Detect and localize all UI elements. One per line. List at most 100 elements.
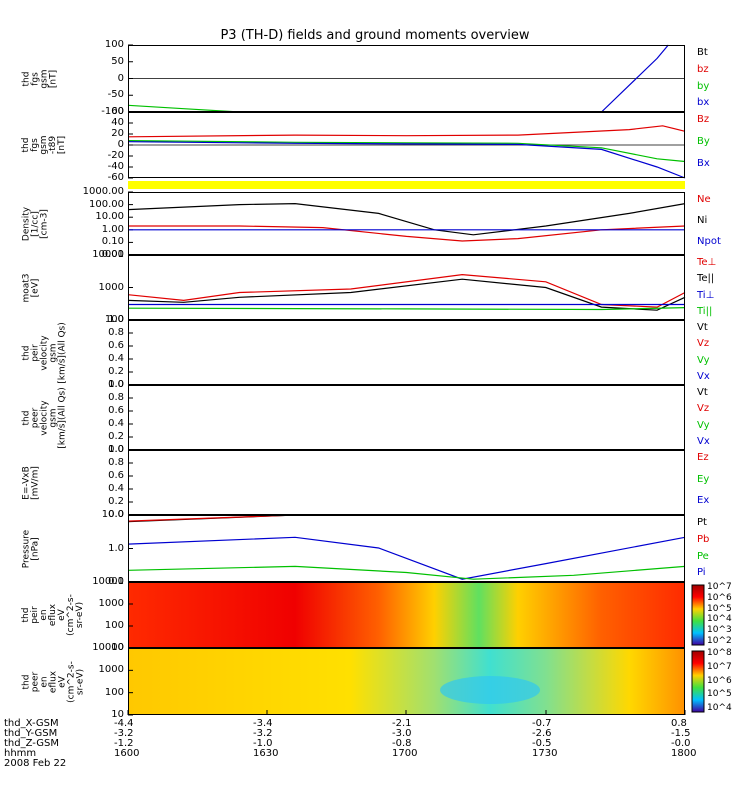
xaxis-value: -3.0 <box>392 728 412 739</box>
p9-spectrogram <box>128 582 685 648</box>
series-p8-Pe <box>127 565 686 580</box>
p10-ytick: 10 <box>111 709 124 720</box>
series-p1-bx <box>601 44 669 113</box>
p7-legend-1: Ey <box>697 473 710 485</box>
p10-colorbar <box>691 650 705 713</box>
p4-panel <box>128 255 685 320</box>
xaxis-value: -1.2 <box>114 738 134 749</box>
p4-ytick: 1000 <box>98 281 124 293</box>
p6-ytick: 0.2 <box>108 431 124 442</box>
p9-colorbar-label: 10^3 <box>707 625 732 636</box>
p8-legend-2: Pe <box>697 550 709 562</box>
xaxis-value: -3.2 <box>114 728 134 739</box>
p5-ylabel: thd peir velocity gsm [km/s](All Qs) <box>21 321 67 384</box>
p5-legend-3: Vx <box>697 370 710 382</box>
xaxis-row-label: thd_Y-GSM <box>4 728 58 739</box>
p3-legend-2: Npot <box>697 236 721 247</box>
p9-colorbar-label: 10^7 <box>707 582 732 592</box>
p1-legend-1: bz <box>697 63 709 75</box>
p9-colorbar <box>691 584 705 646</box>
p6-legend-0: Vt <box>697 387 708 398</box>
p3-ytick: 1.00 <box>101 223 124 235</box>
xaxis-value: 1630 <box>253 748 279 759</box>
series-p4-Te⊥ <box>127 273 686 308</box>
p7-ylabel: E=-VxB [mV/m] <box>21 465 40 500</box>
p6-ytick: 0.0 <box>108 444 124 455</box>
p2-ytick: 40 <box>111 117 124 128</box>
p6-ytick: 0.6 <box>108 405 124 416</box>
p7-ytick: 0.2 <box>108 496 124 507</box>
p9-ytick: 100 <box>104 620 124 631</box>
p6-ytick: 1.0 <box>108 379 124 390</box>
p1-legend-0: Bt <box>697 47 708 58</box>
p3-ytick: 1000.00 <box>82 186 124 197</box>
xaxis-value: -3.2 <box>253 728 273 739</box>
series-p8-Pi <box>127 536 686 580</box>
p10-colorbar-label: 10^7 <box>707 661 732 672</box>
p6-panel <box>128 385 685 450</box>
p6-legend-1: Vz <box>697 403 710 415</box>
p1-ytick: -100 <box>101 106 124 117</box>
p2-ytick: -20 <box>107 150 124 161</box>
xaxis-value: -0.8 <box>392 738 412 749</box>
p5-ytick: 1.0 <box>108 314 124 325</box>
p5-panel <box>128 320 685 385</box>
p5-legend-2: Vy <box>697 354 710 366</box>
p8-ylabel: Pressure [nPa] <box>21 529 40 568</box>
xaxis-value: -3.4 <box>253 718 273 729</box>
p2-ytick: 20 <box>111 128 124 139</box>
p6-legend-3: Vx <box>697 435 710 447</box>
series-p1-by <box>127 104 240 113</box>
series-p2-By <box>127 140 686 163</box>
p10-flux-core <box>440 676 541 704</box>
p6-ytick: 0.4 <box>108 418 124 429</box>
p3-ytick: 0.01 <box>101 249 124 260</box>
p1-ytick: 50 <box>111 55 124 67</box>
p6-legend-2: Vy <box>697 419 710 431</box>
xaxis-value: -0.0 <box>671 738 691 749</box>
series-p2-Bz <box>127 125 686 138</box>
p2-ytick: -40 <box>107 161 124 172</box>
p3-ytick: 100.00 <box>89 198 124 210</box>
xaxis-value: -1.5 <box>671 728 691 739</box>
p5-legend-1: Vz <box>697 338 710 350</box>
p7-legend-0: Ez <box>697 452 709 463</box>
p4-legend-1: Te|| <box>697 273 715 285</box>
p2-ytick: -60 <box>107 172 124 183</box>
xaxis-value: 1600 <box>114 748 140 759</box>
series-p4-Ti|| <box>127 307 686 311</box>
p10-ytick: 10000 <box>92 642 124 653</box>
p4-ytick: 10000 <box>92 249 124 260</box>
p3-panel <box>128 192 685 255</box>
p6-ylabel: thd peer velocity gsm [km/s](All Qs) <box>21 386 67 449</box>
xaxis-value: -1.0 <box>253 738 273 749</box>
xaxis-value: -0.7 <box>532 718 552 729</box>
p4-legend-3: Ti|| <box>697 305 713 317</box>
p9-ylabel: thd peir en eflux eV (cm^2-s- sr-eV) <box>21 594 85 636</box>
p7-ytick: 0.8 <box>108 457 124 468</box>
p1-legend-3: bx <box>697 97 710 109</box>
p10-colorbar-label: 10^5 <box>707 689 732 700</box>
xaxis-row-label: hhmm <box>4 748 37 759</box>
series-p2-Bx <box>127 141 686 179</box>
p9-colorbar-label: 10^5 <box>707 603 732 614</box>
xaxis-value: 1700 <box>392 748 418 759</box>
p4-ylabel: moat3 [eV] <box>21 272 40 303</box>
p5-ytick: 0.0 <box>108 379 124 390</box>
p2-ytick: 60 <box>111 106 124 117</box>
xaxis-value: 1730 <box>532 748 558 759</box>
p10-ylabel: thd peer en eflux eV (cm^2-s- sr-eV) <box>21 660 85 703</box>
p5-ytick: 0.8 <box>108 327 124 338</box>
p2-panel <box>128 112 685 178</box>
p1-ytick: -50 <box>107 89 124 101</box>
xaxis-row-label: thd_Z-GSM <box>4 738 59 749</box>
series-p8-Pb <box>127 514 296 522</box>
xaxis-value: 0.8 <box>671 718 687 729</box>
p5-ytick: 0.4 <box>108 353 124 364</box>
p10-ytick: 1000 <box>98 664 124 676</box>
p9-colorbar-label: 10^2 <box>707 636 732 646</box>
p4-ytick: 100 <box>104 314 124 325</box>
xaxis-value: -0.5 <box>532 738 552 749</box>
p10-colorbar-label: 10^8 <box>707 648 732 658</box>
